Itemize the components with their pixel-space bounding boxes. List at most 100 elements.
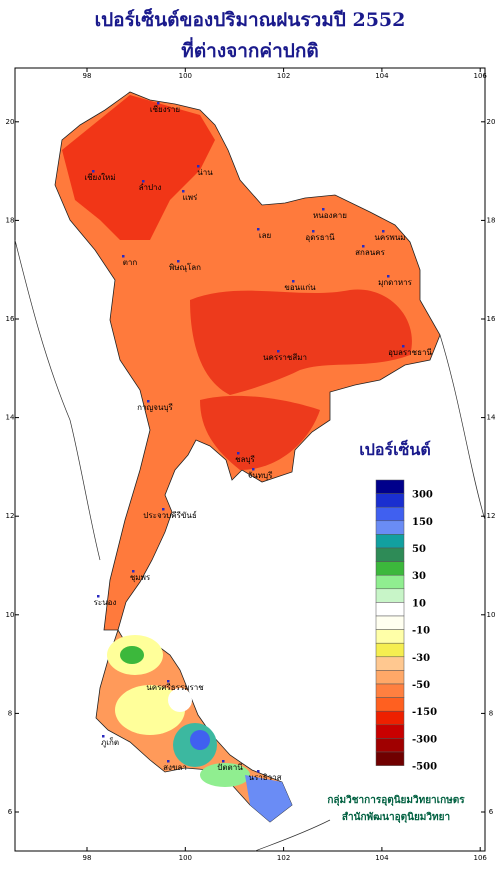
legend-label: 300 — [412, 490, 433, 501]
lat-label: 6 — [8, 808, 13, 816]
place-label: ขอนแก่น — [284, 283, 316, 292]
station — [197, 165, 200, 168]
station — [222, 760, 225, 763]
legend-swatch — [375, 738, 405, 753]
lat-label: 8 — [489, 709, 493, 717]
legend-label: -50 — [412, 680, 430, 691]
lon-label: 100 — [179, 854, 192, 862]
title-line2: ที่ต่างจากค่าปกติ — [181, 37, 318, 62]
place-label: พิษณุโลก — [169, 262, 201, 272]
lat-label: 10 — [487, 611, 496, 619]
lat-label: 10 — [6, 611, 15, 619]
ticks: 98 98 100 100 102 102 104 104 106 106 6 6 8 8 10 10 12 12… — [6, 68, 496, 862]
legend-label: -10 — [412, 626, 430, 637]
place-label: อุบลราชธานี — [388, 348, 432, 357]
legend-swatch — [375, 574, 405, 590]
legend-label: 50 — [412, 544, 426, 555]
place-label: ตาก — [123, 258, 138, 267]
station — [177, 260, 180, 263]
legend-label: -500 — [412, 762, 437, 773]
legend-label: -30 — [412, 653, 430, 664]
station — [167, 760, 170, 763]
legend-swatch — [375, 520, 405, 535]
legend-swatch — [375, 493, 405, 508]
station — [292, 280, 295, 283]
legend-swatch — [375, 751, 405, 766]
legend-swatch — [375, 724, 405, 739]
lon-label: 104 — [375, 72, 389, 80]
place-label: หนองคาย — [313, 211, 347, 220]
legend-swatch — [375, 561, 405, 576]
lat-label: 12 — [487, 512, 496, 520]
place-label: ภูเก็ต — [101, 737, 119, 748]
place-label: นครราชสีมา — [263, 353, 307, 362]
lat-label: 6 — [489, 808, 494, 816]
neighbor-border — [14, 239, 486, 852]
station — [312, 230, 315, 233]
lat-label: 20 — [487, 118, 496, 126]
place-label: อุดรธานี — [305, 233, 335, 242]
lon-label: 104 — [375, 854, 389, 862]
legend-swatch — [375, 602, 405, 617]
heavy-deficit-area — [200, 395, 320, 470]
lat-label: 14 — [487, 414, 496, 422]
lon-label: 106 — [474, 72, 488, 80]
title-line1: เปอร์เซ็นต์ของปริมาณฝนรวมปี 2552 — [95, 7, 406, 31]
station — [147, 400, 150, 403]
credit-line2: สำนักพัฒนาอุตุนิยมวิทยา — [342, 811, 450, 823]
lon-label: 98 — [83, 72, 92, 80]
legend-label: -300 — [412, 734, 437, 745]
place-label: เชียงราย — [150, 105, 180, 114]
lat-label: 12 — [6, 512, 15, 520]
area — [200, 763, 250, 787]
place-label: ลำปาง — [139, 183, 162, 192]
station — [182, 190, 185, 193]
legend-swatch — [375, 656, 405, 671]
station — [387, 275, 390, 278]
place-label: เลย — [259, 231, 271, 240]
place-label: แพร่ — [183, 193, 198, 202]
lat-label: 8 — [8, 709, 12, 717]
station — [97, 595, 100, 598]
place-label: จันทบุรี — [248, 471, 274, 480]
place-label: สกลนคร — [355, 248, 385, 257]
place-label: ระนอง — [94, 598, 117, 607]
heavy-deficit-area — [190, 289, 412, 395]
place-label: ปัตตานี — [217, 763, 243, 772]
area — [190, 730, 210, 750]
station — [132, 570, 135, 573]
legend-swatch — [375, 506, 405, 522]
station — [92, 170, 95, 173]
legend-swatch — [375, 479, 405, 494]
station — [157, 102, 160, 105]
station — [167, 680, 170, 683]
station — [102, 735, 105, 738]
place-label: สงขลา — [163, 763, 187, 772]
legend-swatch — [375, 670, 405, 685]
station — [362, 245, 365, 248]
place-label: นราธิวาส — [248, 773, 281, 782]
legend-swatch — [375, 629, 405, 644]
legend-label: 150 — [412, 517, 433, 528]
heavy-deficit-area — [62, 95, 215, 240]
station — [257, 228, 260, 231]
station — [162, 508, 165, 511]
lat-label: 18 — [487, 216, 496, 224]
lon-label: 102 — [277, 72, 290, 80]
station — [257, 770, 260, 773]
place-label: ประจวบคีรีขันธ์ — [143, 510, 197, 520]
legend-swatch — [375, 697, 405, 712]
area — [245, 775, 292, 822]
legend-swatch — [375, 683, 405, 698]
lat-label: 20 — [6, 118, 15, 126]
legend-label: 30 — [412, 571, 426, 582]
station — [322, 208, 325, 211]
place-label: ชุมพร — [130, 573, 151, 582]
place-label: เชียงใหม่ — [84, 173, 115, 182]
area — [168, 688, 192, 712]
legend-swatch — [375, 588, 405, 603]
place-label: นครศรีธรรมราช — [146, 683, 204, 692]
station — [252, 468, 255, 471]
